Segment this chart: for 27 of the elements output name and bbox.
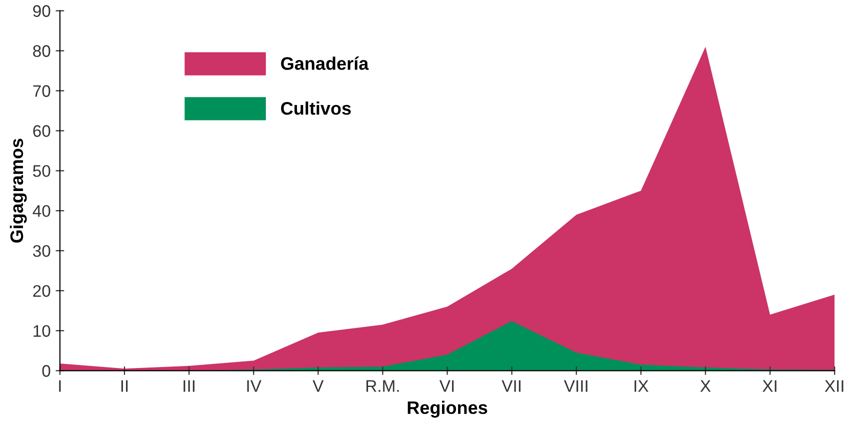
x-tick-label: XI bbox=[762, 380, 776, 392]
x-tick-label: VII bbox=[502, 380, 520, 392]
y-tick-label: 80 bbox=[33, 45, 50, 57]
y-tick-label: 60 bbox=[33, 125, 50, 137]
x-tick-label: V bbox=[312, 380, 324, 392]
x-tick-label: XII bbox=[824, 380, 844, 392]
x-tick-label: IV bbox=[247, 380, 262, 392]
x-tick-label: VI bbox=[439, 380, 454, 392]
x-tick-label: IX bbox=[634, 380, 648, 392]
x-tick-label: III bbox=[184, 380, 194, 392]
y-tick-label: 10 bbox=[34, 325, 50, 337]
y-tick-label: 70 bbox=[33, 85, 50, 97]
x-tick-label: X bbox=[700, 380, 711, 392]
y-tick-label: 40 bbox=[32, 205, 50, 217]
y-tick-label: 0 bbox=[42, 365, 50, 377]
x-tick-label: VIII bbox=[564, 380, 588, 392]
y-axis-title: Gigagramos bbox=[10, 138, 27, 243]
legend-label: Cultivos bbox=[281, 102, 351, 115]
x-tick-label: R.M. bbox=[366, 380, 399, 392]
y-tick-label: 90 bbox=[33, 5, 50, 17]
y-tick-label: 50 bbox=[33, 165, 50, 177]
x-axis-title: Regiones bbox=[408, 400, 488, 418]
x-tick-label: II bbox=[121, 380, 128, 392]
legend-label: Ganadería bbox=[281, 56, 369, 70]
x-tick-label: I bbox=[59, 380, 61, 392]
y-tick-label: 20 bbox=[33, 285, 50, 297]
y-tick-label: 30 bbox=[32, 245, 50, 257]
